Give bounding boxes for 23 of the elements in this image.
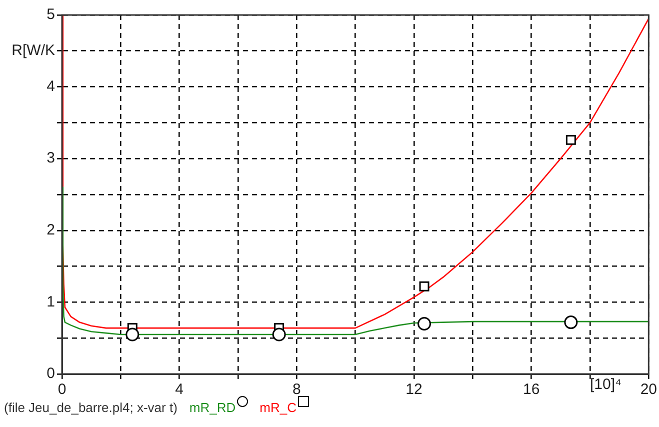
y-tick-label: 4 <box>46 78 55 95</box>
text: mR_C <box>260 400 298 415</box>
x-tick-label: 4 <box>175 381 184 398</box>
y-tick-label: 1 <box>46 293 55 310</box>
text: (file Jeu_de_barre.pl4; x-var t) <box>4 400 178 415</box>
x-tick-label: 0 <box>58 381 66 398</box>
y-tick-label: 0 <box>46 365 55 382</box>
point <box>564 316 578 330</box>
x-tick-label: 8 <box>292 381 301 398</box>
point <box>272 328 286 342</box>
point <box>126 328 140 342</box>
text: mR_RD <box>189 400 237 415</box>
point <box>419 281 430 292</box>
point <box>418 316 432 330</box>
x-tick-label: 20 <box>640 381 657 398</box>
x-axis-title: [10]⁴ <box>590 376 622 393</box>
y-tick-label: R[W/K <box>12 42 55 60</box>
point <box>566 134 576 145</box>
y-tick-label: 3 <box>46 150 55 167</box>
y-tick-label: 5 <box>46 6 55 24</box>
y-tick-label: 2 <box>46 222 55 239</box>
x-tick-label: 16 <box>522 381 540 398</box>
x-tick-label: 12 <box>406 381 422 398</box>
